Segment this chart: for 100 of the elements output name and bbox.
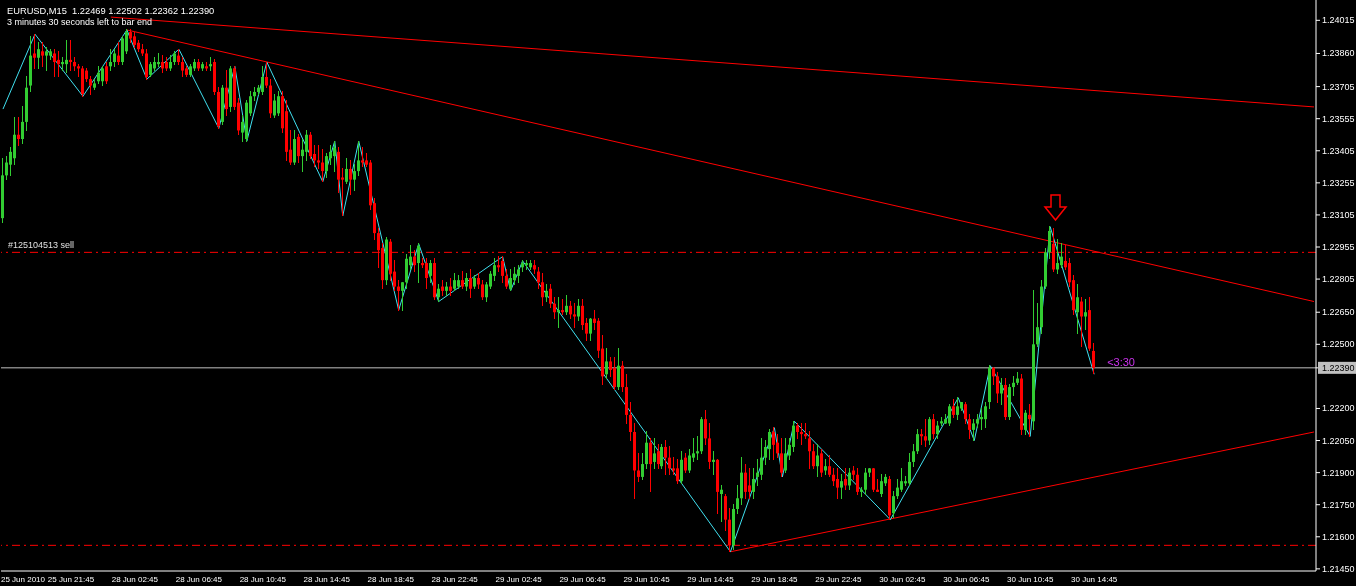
candlestick bbox=[293, 129, 296, 166]
y-tick-label: 1.21600 bbox=[1322, 531, 1355, 542]
x-tick-label: 28 Jun 02:45 bbox=[111, 575, 159, 584]
candlestick bbox=[1000, 377, 1003, 406]
y-tick-label: 1.22500 bbox=[1322, 339, 1355, 350]
candlestick bbox=[41, 41, 44, 68]
candlestick bbox=[972, 418, 975, 442]
candlestick bbox=[836, 467, 839, 500]
x-tick-label: 29 Jun 10:45 bbox=[623, 575, 671, 584]
candlestick bbox=[820, 448, 823, 478]
candlestick bbox=[684, 452, 687, 474]
y-tick-label: 1.22805 bbox=[1322, 274, 1355, 285]
candlestick bbox=[537, 266, 540, 290]
x-tick-label: 29 Jun 22:45 bbox=[815, 575, 863, 584]
y-tick-label: 1.23555 bbox=[1322, 113, 1355, 124]
x-tick-label: 25 Jun 2010 bbox=[0, 575, 46, 584]
y-tick-label: 1.23705 bbox=[1322, 81, 1355, 92]
candlestick bbox=[65, 39, 68, 74]
candlestick bbox=[417, 242, 420, 284]
x-tick-label: 30 Jun 10:45 bbox=[1007, 575, 1054, 584]
candlestick bbox=[952, 398, 955, 419]
candlestick bbox=[505, 268, 508, 290]
x-tick-label: 30 Jun 14:45 bbox=[1071, 575, 1118, 584]
candlestick bbox=[808, 430, 811, 470]
candlestick bbox=[892, 490, 895, 519]
candlestick bbox=[57, 50, 60, 78]
y-tick-label: 1.21900 bbox=[1322, 467, 1355, 478]
y-tick-label: 1.21450 bbox=[1322, 563, 1355, 574]
x-tick-label: 29 Jun 14:45 bbox=[687, 575, 735, 584]
candlestick bbox=[617, 347, 620, 391]
candlestick bbox=[1076, 283, 1079, 335]
candlestick bbox=[800, 422, 803, 446]
candlestick bbox=[840, 473, 843, 500]
candlestick bbox=[69, 39, 72, 72]
candlestick bbox=[121, 35, 124, 66]
y-tick-label: 1.22050 bbox=[1322, 435, 1355, 446]
candlestick bbox=[900, 467, 903, 493]
candlestick bbox=[429, 259, 432, 284]
candlestick bbox=[5, 155, 8, 181]
candlestick bbox=[916, 428, 919, 455]
candlestick bbox=[181, 56, 184, 78]
candlestick bbox=[105, 61, 108, 85]
candlestick bbox=[549, 283, 552, 309]
candlestick bbox=[589, 317, 592, 342]
candlestick bbox=[980, 407, 983, 431]
y-tick-label: 1.24015 bbox=[1322, 15, 1355, 26]
candlestick bbox=[469, 268, 472, 299]
candlestick bbox=[509, 268, 512, 292]
candlestick bbox=[668, 445, 671, 476]
candlestick bbox=[1092, 342, 1095, 375]
candlestick bbox=[653, 437, 656, 470]
x-tick-label: 30 Jun 06:45 bbox=[943, 575, 990, 584]
candlestick bbox=[704, 409, 707, 446]
y-tick-label: 1.22200 bbox=[1322, 403, 1355, 414]
candlestick bbox=[912, 443, 915, 468]
candlestick bbox=[720, 484, 723, 523]
candlestick bbox=[321, 148, 324, 183]
candlestick bbox=[864, 467, 867, 496]
candlestick bbox=[501, 255, 504, 284]
candlestick bbox=[541, 272, 544, 307]
candlestick bbox=[273, 93, 276, 119]
candlestick bbox=[109, 48, 112, 72]
candlestick bbox=[880, 473, 883, 498]
candlestick bbox=[968, 413, 971, 440]
candlestick bbox=[573, 302, 576, 329]
candlestick bbox=[481, 279, 484, 301]
candlestick bbox=[1024, 409, 1027, 436]
candlestick bbox=[557, 296, 560, 329]
candlestick bbox=[649, 437, 652, 493]
line-series bbox=[2, 29, 1095, 553]
candlestick bbox=[629, 401, 632, 442]
text: 3 minutes 30 seconds left to bar end bbox=[7, 17, 153, 27]
candlestick bbox=[996, 371, 999, 404]
candlestick bbox=[37, 41, 40, 70]
candlestick bbox=[828, 454, 831, 478]
candlestick bbox=[964, 401, 967, 425]
candlestick bbox=[265, 61, 268, 89]
candlestick bbox=[924, 418, 927, 448]
y-tick-label: 1.22650 bbox=[1322, 307, 1355, 318]
candlestick bbox=[760, 437, 763, 481]
candlestick bbox=[581, 298, 584, 331]
x-tick-label: 25 Jun 21:45 bbox=[47, 575, 95, 584]
candlestick bbox=[1012, 375, 1015, 397]
candlestick bbox=[816, 443, 819, 478]
candlestick bbox=[680, 450, 683, 485]
y-tick-label: 1.21750 bbox=[1322, 499, 1355, 510]
candlestick bbox=[812, 443, 815, 470]
candlestick bbox=[101, 65, 104, 87]
candlestick bbox=[792, 420, 795, 453]
x-tick-label: 30 Jun 02:45 bbox=[879, 575, 926, 584]
candlestick bbox=[1056, 238, 1059, 275]
candlestick bbox=[117, 41, 120, 66]
candlestick bbox=[613, 356, 616, 391]
candlestick bbox=[349, 159, 352, 196]
candlestick bbox=[1036, 302, 1039, 348]
candlestick bbox=[657, 443, 660, 470]
x-tick-label: 28 Jun 06:45 bbox=[175, 575, 223, 584]
candlestick bbox=[621, 360, 624, 393]
candlestick bbox=[325, 152, 328, 179]
candlestick bbox=[553, 296, 556, 320]
